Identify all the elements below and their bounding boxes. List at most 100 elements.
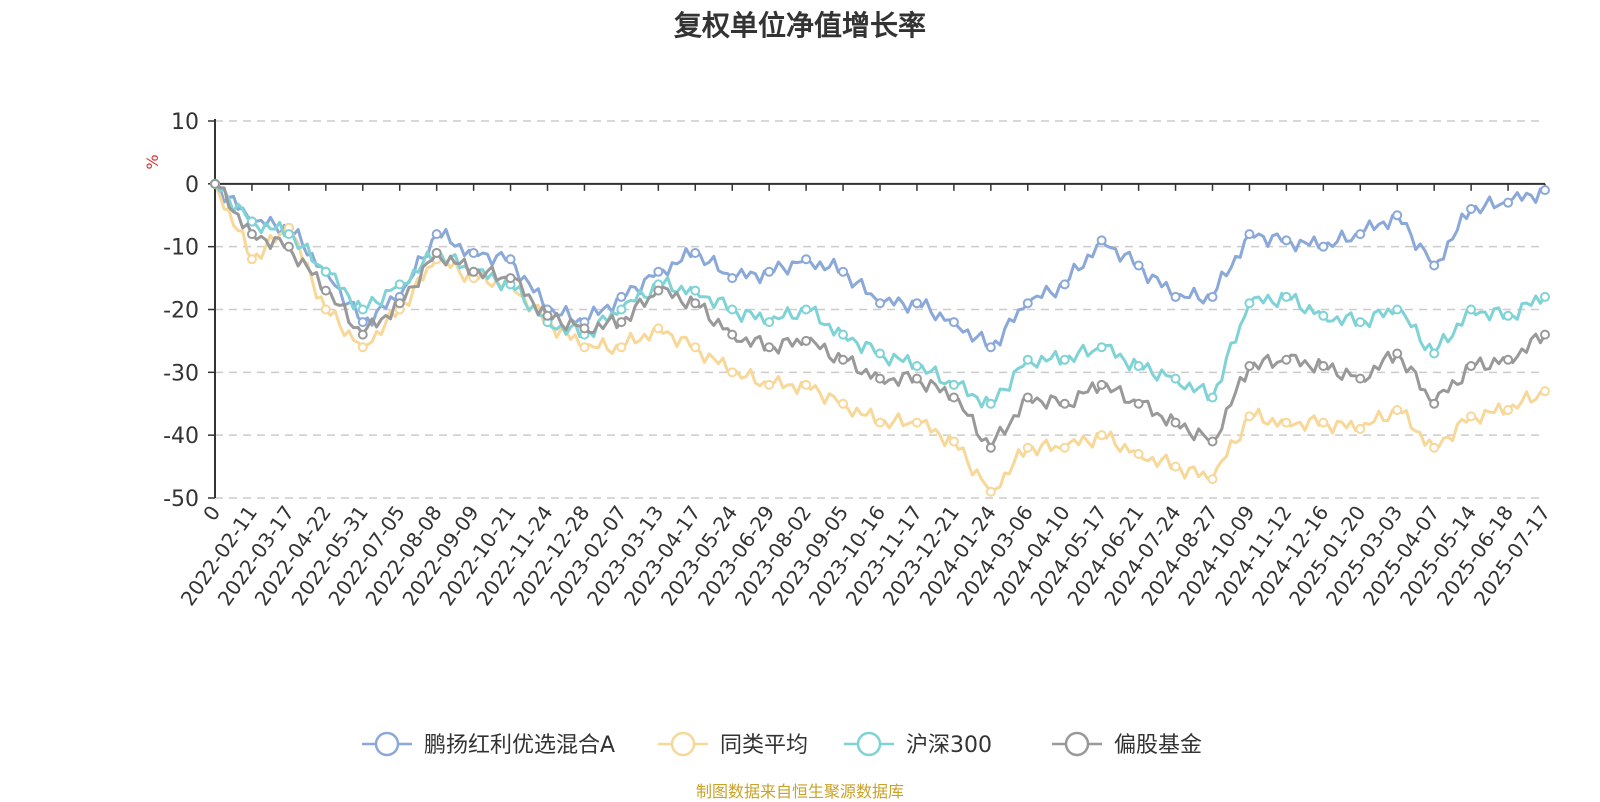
data-point xyxy=(616,317,627,328)
data-point xyxy=(505,254,516,265)
legend-item[interactable]: 偏股基金 xyxy=(1052,731,1202,758)
data-point xyxy=(210,178,220,189)
legend-layer[interactable]: 鹏扬红利优选混合A 同类平均 沪深300 偏股基金 xyxy=(362,731,1202,758)
data-point xyxy=(246,229,257,240)
data-point xyxy=(911,417,922,428)
data-point xyxy=(1503,310,1514,321)
data-point xyxy=(1540,386,1550,397)
data-point xyxy=(1429,442,1440,453)
data-point xyxy=(579,323,590,334)
data-point xyxy=(1207,392,1218,403)
data-point xyxy=(1355,229,1366,240)
series-4 xyxy=(210,178,1550,453)
data-point xyxy=(1022,442,1033,453)
legend-label: 沪深300 xyxy=(906,733,992,758)
data-point xyxy=(1503,354,1514,365)
series-layer xyxy=(210,178,1550,497)
data-point xyxy=(1466,361,1477,372)
data-point xyxy=(1207,291,1218,302)
data-point xyxy=(1429,398,1440,409)
y-tick-label: -40 xyxy=(163,424,199,449)
data-point xyxy=(875,348,885,359)
data-point xyxy=(1170,417,1181,428)
data-point xyxy=(1022,354,1033,365)
legend-swatch-marker xyxy=(374,731,400,757)
data-point xyxy=(727,304,738,315)
data-point xyxy=(1133,260,1144,271)
data-point xyxy=(690,247,701,258)
data-point xyxy=(320,304,331,315)
data-point xyxy=(468,266,479,277)
data-point xyxy=(1022,392,1033,403)
data-point xyxy=(1059,354,1070,365)
data-point xyxy=(1096,379,1107,390)
data-point xyxy=(320,285,331,296)
data-point xyxy=(1281,291,1292,302)
data-point xyxy=(542,310,553,321)
data-point xyxy=(1244,298,1255,309)
data-point xyxy=(1281,354,1292,365)
legend-label: 鹏扬红利优选混合A xyxy=(424,733,615,758)
series-2 xyxy=(210,178,1550,497)
data-point xyxy=(1244,411,1255,422)
y-tick-label: 0 xyxy=(185,173,199,198)
data-point xyxy=(1059,442,1070,453)
series-1 xyxy=(210,178,1550,353)
legend-item[interactable]: 同类平均 xyxy=(658,731,808,758)
data-point xyxy=(764,266,775,277)
data-point xyxy=(1540,329,1550,340)
legend-swatch-marker xyxy=(1064,731,1090,757)
data-point xyxy=(579,342,590,353)
data-point xyxy=(394,279,405,290)
grid-layer xyxy=(215,120,1545,499)
data-point xyxy=(727,367,738,378)
data-point xyxy=(357,304,368,315)
data-point xyxy=(875,298,885,309)
legend-label: 同类平均 xyxy=(720,733,808,758)
data-point xyxy=(948,317,959,328)
data-point xyxy=(1170,291,1181,302)
data-point xyxy=(727,329,738,340)
data-point xyxy=(246,216,257,227)
data-point xyxy=(1392,304,1403,315)
data-point xyxy=(1540,185,1550,196)
data-point xyxy=(1133,449,1144,460)
data-point xyxy=(505,273,516,284)
data-point xyxy=(357,342,368,353)
data-point xyxy=(283,241,294,252)
data-point xyxy=(690,342,701,353)
data-point xyxy=(431,229,442,240)
data-point xyxy=(838,398,849,409)
data-point xyxy=(1133,398,1144,409)
data-point xyxy=(1318,417,1329,428)
data-point xyxy=(1170,461,1181,472)
data-point xyxy=(911,298,922,309)
data-point xyxy=(1392,210,1403,221)
series-line xyxy=(213,183,1546,494)
x-tick-label: 0 xyxy=(198,501,225,525)
data-point xyxy=(985,342,996,353)
data-point xyxy=(985,486,996,497)
data-point xyxy=(801,379,812,390)
data-point xyxy=(838,266,849,277)
data-point xyxy=(357,329,368,340)
data-point xyxy=(616,342,627,353)
legend-item[interactable]: 沪深300 xyxy=(844,731,992,758)
data-point xyxy=(1392,348,1403,359)
data-point xyxy=(911,373,922,384)
data-point xyxy=(246,254,257,265)
data-point xyxy=(690,285,701,296)
data-point xyxy=(616,304,627,315)
legend-swatch-marker xyxy=(856,731,882,757)
legend-item[interactable]: 鹏扬红利优选混合A xyxy=(362,731,615,758)
data-point xyxy=(690,298,701,309)
data-point xyxy=(1355,373,1366,384)
data-point xyxy=(948,392,959,403)
data-point xyxy=(1503,405,1514,416)
data-point xyxy=(653,285,664,296)
data-point xyxy=(1355,317,1366,328)
data-point xyxy=(1207,474,1218,485)
data-point xyxy=(1466,203,1477,214)
data-point xyxy=(431,247,442,258)
